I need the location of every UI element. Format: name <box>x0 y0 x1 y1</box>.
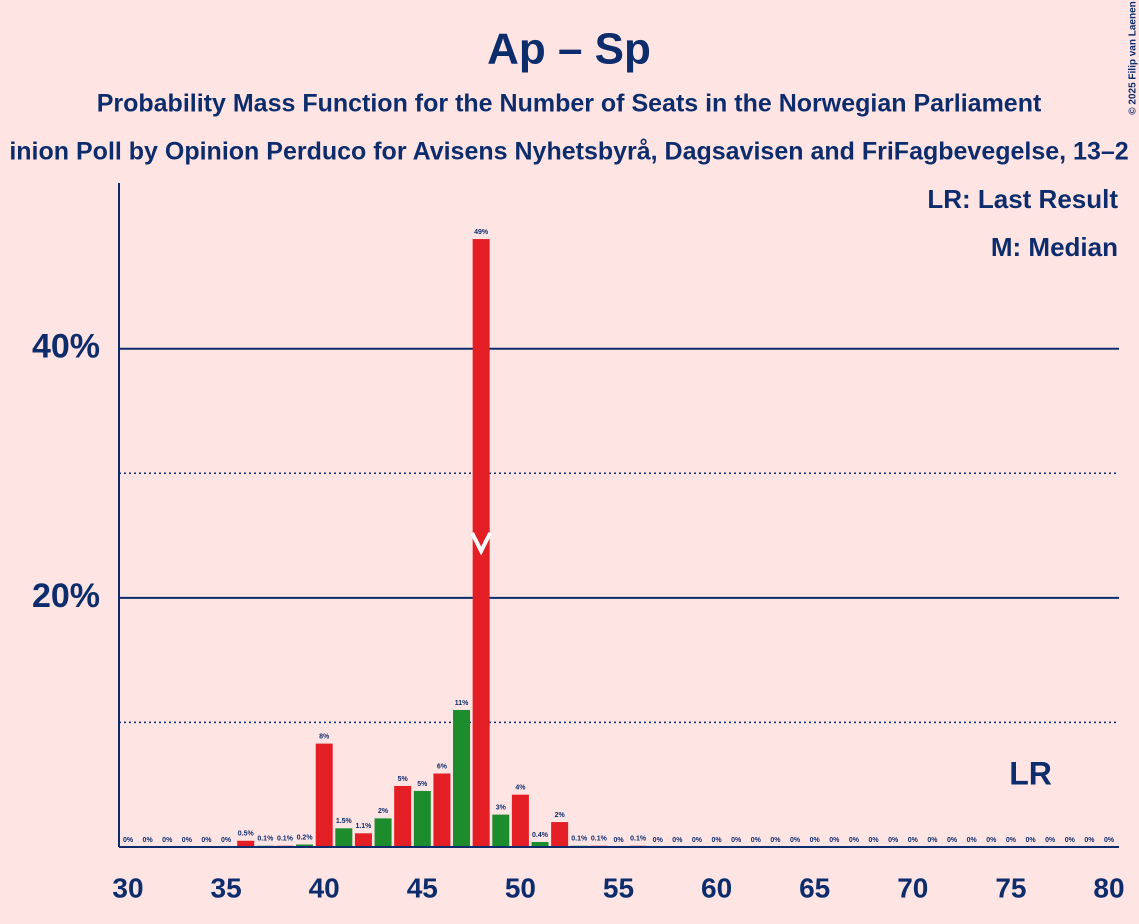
bar <box>296 844 314 847</box>
x-tick-label: 60 <box>701 872 732 903</box>
value-label: 0% <box>731 837 742 844</box>
value-label: 0% <box>1065 837 1076 844</box>
x-tick-label: 45 <box>407 872 438 903</box>
value-label: 0.1% <box>277 836 294 843</box>
value-label: 0% <box>751 837 762 844</box>
value-label: 5% <box>417 781 428 788</box>
legend-entry: LR: Last Result <box>927 184 1118 214</box>
bar <box>511 794 529 847</box>
x-tick-label: 65 <box>799 872 830 903</box>
value-label: 0.5% <box>238 831 255 838</box>
bar <box>354 833 372 847</box>
x-tick-label: 80 <box>1093 872 1124 903</box>
value-label: 2% <box>555 812 566 819</box>
value-label: 0% <box>1104 837 1115 844</box>
value-label: 0% <box>653 837 664 844</box>
value-label: 0% <box>613 837 624 844</box>
value-label: 0.1% <box>571 836 588 843</box>
value-label: 0% <box>182 837 193 844</box>
x-tick-label: 30 <box>112 872 143 903</box>
bar <box>551 822 569 847</box>
value-label: 0% <box>221 837 232 844</box>
value-label: 3% <box>496 804 507 811</box>
value-label: 0.1% <box>257 836 274 843</box>
value-label: 5% <box>398 776 409 783</box>
bar <box>531 842 549 847</box>
value-label: 0% <box>672 837 683 844</box>
value-label: 0% <box>692 837 703 844</box>
x-tick-label: 35 <box>211 872 242 903</box>
bar <box>472 239 490 847</box>
value-label: 0.4% <box>532 832 549 839</box>
y-tick-label: 40% <box>32 328 100 366</box>
value-label: 0% <box>162 837 173 844</box>
value-label: 0.1% <box>591 836 608 843</box>
value-label: 0% <box>967 837 978 844</box>
x-tick-label: 40 <box>309 872 340 903</box>
chart-title: Ap – Sp <box>487 25 651 74</box>
legend-entry: M: Median <box>991 232 1118 262</box>
value-label: 0% <box>790 837 801 844</box>
bar <box>374 818 392 847</box>
bar <box>492 814 510 847</box>
subtitle: inion Poll by Opinion Perduco for Avisen… <box>9 138 1128 166</box>
value-label: 1.5% <box>336 818 353 825</box>
value-label: 0% <box>1006 837 1017 844</box>
value-label: 0% <box>123 837 134 844</box>
value-label: 0.1% <box>630 836 647 843</box>
value-label: 2% <box>378 808 389 815</box>
copyright: © 2025 Filip van Laenen <box>1128 1 1139 115</box>
value-label: 6% <box>437 763 448 770</box>
value-label: 4% <box>515 785 526 792</box>
bar <box>237 840 255 847</box>
value-label: 0% <box>849 837 860 844</box>
value-label: 0% <box>868 837 879 844</box>
value-label: 0.2% <box>297 834 314 841</box>
x-tick-label: 50 <box>505 872 536 903</box>
value-label: 8% <box>319 733 330 740</box>
value-label: 0% <box>927 837 938 844</box>
value-label: 0% <box>712 837 723 844</box>
median-marker <box>470 532 492 556</box>
bar <box>315 743 333 847</box>
value-label: 0% <box>888 837 899 844</box>
value-label: 0% <box>810 837 821 844</box>
value-label: 0% <box>829 837 840 844</box>
value-label: 0% <box>1025 837 1036 844</box>
value-label: 0% <box>947 837 958 844</box>
value-label: 11% <box>455 700 469 707</box>
value-label: 1.1% <box>355 823 372 830</box>
bar <box>335 828 353 847</box>
x-tick-label: 70 <box>897 872 928 903</box>
bar <box>394 785 412 847</box>
value-label: 0% <box>201 837 212 844</box>
bar <box>453 709 471 847</box>
x-tick-label: 55 <box>603 872 634 903</box>
value-label: 0% <box>908 837 919 844</box>
value-label: 0% <box>1045 837 1056 844</box>
last-result-marker: LR <box>1009 755 1052 791</box>
x-tick-label: 75 <box>995 872 1026 903</box>
value-label: 0% <box>986 837 997 844</box>
subtitle: Probability Mass Function for the Number… <box>97 90 1042 118</box>
value-label: 0% <box>1084 837 1095 844</box>
bar <box>413 790 431 847</box>
y-tick-label: 20% <box>32 577 100 615</box>
bar <box>433 773 451 847</box>
value-label: 0% <box>143 837 154 844</box>
value-label: 49% <box>474 229 489 236</box>
value-label: 0% <box>770 837 781 844</box>
